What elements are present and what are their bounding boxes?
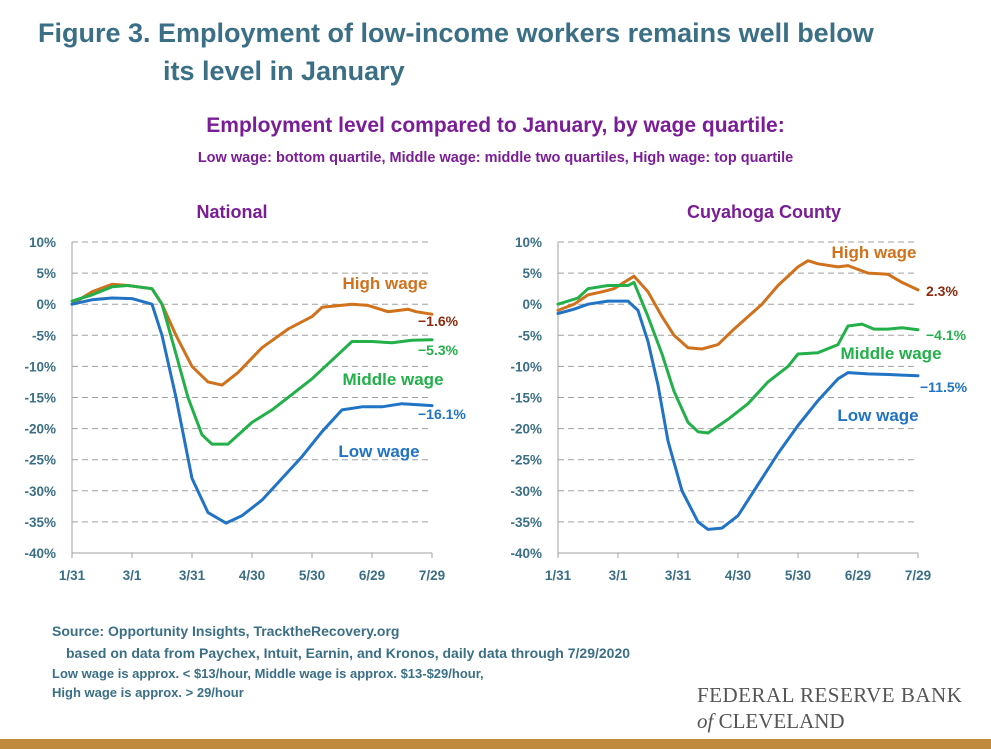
chart-subtitle-detail: Low wage: bottom quartile, Middle wage: …	[197, 150, 794, 166]
series-line-low	[70, 296, 434, 525]
series-label-low: Low wage	[338, 442, 419, 461]
y-tick-label: -5%	[518, 328, 542, 343]
y-tick-label: 0%	[522, 297, 542, 312]
figure-title-line1: Figure 3. Employment of low-income worke…	[38, 18, 874, 48]
bottom-accent-bar	[0, 739, 991, 749]
series-label-middle: Middle wage	[342, 370, 443, 389]
series-label-high: High wage	[831, 243, 916, 262]
series-label-middle: Middle wage	[840, 344, 941, 363]
y-tick-label: -15%	[24, 391, 56, 406]
end-value-label-high: −1.6%	[418, 313, 459, 329]
x-tick-label: 7/29	[905, 568, 931, 583]
x-tick-label: 1/31	[545, 568, 572, 583]
y-tick-label: -25%	[510, 453, 542, 468]
fed-cleveland-logo: FEDERAL RESERVE BANK of CLEVELAND	[697, 683, 977, 734]
x-tick-label: 1/31	[59, 568, 86, 583]
y-tick-label: -5%	[32, 328, 56, 343]
end-value-label-high: 2.3%	[926, 283, 958, 299]
figure-title-line2: its level in January	[163, 56, 405, 86]
source-line3: Low wage is approx. < $13/hour, Middle w…	[52, 666, 484, 681]
end-value-label-low: −11.5%	[920, 379, 968, 395]
logo-cleveland: CLEVELAND	[713, 709, 845, 733]
series-line-high	[556, 259, 920, 351]
y-tick-label: -20%	[24, 422, 56, 437]
end-value-label-low: −16.1%	[418, 406, 466, 422]
x-tick-label: 3/1	[123, 568, 142, 583]
y-tick-label: -30%	[510, 484, 542, 499]
y-tick-label: -15%	[510, 391, 542, 406]
x-tick-label: 5/30	[785, 568, 811, 583]
chart-panel-2: Cuyahoga County 10% 5% 0% -5% -10% -15% -20% -25…	[510, 202, 967, 583]
y-tick-label: -10%	[510, 359, 542, 374]
x-tick-label: 5/30	[299, 568, 325, 583]
logo-of: of	[697, 709, 714, 733]
y-tick-label: 10%	[515, 235, 542, 250]
series-label-high: High wage	[342, 274, 427, 293]
source-note: Source: Opportunity Insights, TracktheRe…	[52, 620, 752, 702]
y-tick-label: 0%	[36, 297, 56, 312]
y-tick-label: -40%	[24, 546, 56, 561]
x-tick-label: 6/29	[845, 568, 871, 583]
y-tick-label: -30%	[24, 484, 56, 499]
panel-title: Cuyahoga County	[687, 202, 841, 222]
logo-line1: FEDERAL RESERVE BANK	[697, 683, 963, 707]
source-line4: High wage is approx. > 29/hour	[52, 685, 244, 700]
figure-title: Figure 3. Employment of low-income worke…	[38, 14, 958, 90]
series-line-low	[556, 299, 920, 531]
x-tick-label: 4/30	[239, 568, 265, 583]
x-tick-label: 3/31	[179, 568, 206, 583]
y-tick-label: 5%	[522, 266, 542, 281]
source-line2: based on data from Paychex, Intuit, Earn…	[66, 645, 631, 661]
end-value-label-middle: −5.3%	[418, 342, 459, 358]
series-line-middle	[556, 280, 920, 435]
x-tick-label: 4/30	[725, 568, 751, 583]
chart-panel-1: National 10% 5% 0% -5% -10% -15% -20% -25% -30% -3…	[24, 202, 466, 583]
x-tick-label: 3/1	[609, 568, 628, 583]
series-label-low: Low wage	[837, 406, 918, 425]
y-tick-label: -25%	[24, 453, 56, 468]
logo-line2: of CLEVELAND	[697, 709, 977, 734]
source-line1: Source: Opportunity Insights, TracktheRe…	[52, 623, 400, 639]
y-tick-label: 10%	[29, 235, 56, 250]
y-tick-label: 5%	[36, 266, 56, 281]
x-tick-label: 6/29	[359, 568, 385, 583]
x-tick-label: 7/29	[419, 568, 445, 583]
panel-title: National	[196, 202, 267, 222]
end-value-label-middle: −4.1%	[926, 327, 967, 343]
y-tick-label: -10%	[24, 359, 56, 374]
y-tick-label: -35%	[24, 515, 56, 530]
y-tick-label: -35%	[510, 515, 542, 530]
series-line-middle	[70, 284, 434, 446]
y-tick-label: -20%	[510, 422, 542, 437]
y-tick-label: -40%	[510, 546, 542, 561]
x-tick-label: 3/31	[665, 568, 692, 583]
chart-subtitle: Employment level compared to January, by…	[206, 114, 785, 137]
